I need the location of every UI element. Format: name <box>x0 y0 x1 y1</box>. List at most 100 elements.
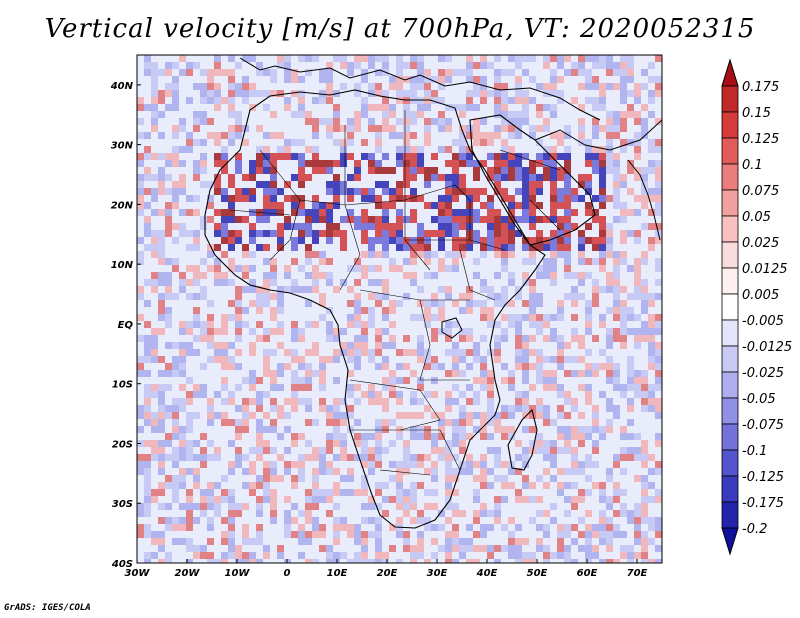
field-cell <box>410 90 417 97</box>
field-cell <box>424 496 431 503</box>
field-cell <box>256 342 263 349</box>
field-cell <box>620 55 627 62</box>
field-cell <box>452 251 459 258</box>
field-cell <box>277 118 284 125</box>
field-cell <box>333 55 340 62</box>
field-cell <box>578 230 585 237</box>
field-cell <box>207 433 214 440</box>
field-cell <box>193 195 200 202</box>
field-cell <box>354 468 361 475</box>
field-cell <box>466 265 473 272</box>
field-cell <box>445 433 452 440</box>
field-cell <box>207 489 214 496</box>
field-cell <box>193 167 200 174</box>
field-cell <box>557 503 564 510</box>
field-cell <box>396 118 403 125</box>
field-cell <box>165 503 172 510</box>
field-cell <box>319 321 326 328</box>
field-cell <box>620 146 627 153</box>
field-cell <box>242 146 249 153</box>
field-cell <box>256 377 263 384</box>
field-cell <box>445 440 452 447</box>
field-cell <box>193 426 200 433</box>
field-cell <box>508 391 515 398</box>
field-cell <box>319 146 326 153</box>
field-cell <box>508 356 515 363</box>
field-cell <box>417 195 424 202</box>
field-cell <box>214 55 221 62</box>
field-cell <box>585 342 592 349</box>
field-cell <box>592 132 599 139</box>
field-cell <box>466 258 473 265</box>
field-cell <box>396 370 403 377</box>
field-cell <box>459 244 466 251</box>
field-cell <box>193 503 200 510</box>
field-cell <box>158 398 165 405</box>
field-cell <box>207 272 214 279</box>
field-cell <box>522 342 529 349</box>
field-cell <box>466 440 473 447</box>
field-cell <box>242 300 249 307</box>
field-cell <box>592 216 599 223</box>
field-cell <box>291 496 298 503</box>
field-cell <box>249 230 256 237</box>
field-cell <box>403 314 410 321</box>
field-cell <box>606 104 613 111</box>
field-cell <box>515 118 522 125</box>
field-cell <box>319 160 326 167</box>
field-cell <box>305 461 312 468</box>
field-cell <box>291 237 298 244</box>
field-cell <box>340 377 347 384</box>
field-cell <box>228 272 235 279</box>
field-cell <box>459 118 466 125</box>
field-cell <box>137 384 144 391</box>
field-cell <box>298 412 305 419</box>
field-cell <box>508 209 515 216</box>
field-cell <box>522 244 529 251</box>
field-cell <box>592 90 599 97</box>
field-cell <box>543 244 550 251</box>
field-cell <box>193 139 200 146</box>
field-cell <box>620 496 627 503</box>
field-cell <box>445 447 452 454</box>
field-cell <box>312 328 319 335</box>
field-cell <box>459 454 466 461</box>
field-cell <box>340 237 347 244</box>
field-cell <box>228 195 235 202</box>
field-cell <box>550 433 557 440</box>
field-cell <box>375 349 382 356</box>
field-cell <box>144 307 151 314</box>
field-cell <box>494 391 501 398</box>
field-cell <box>242 167 249 174</box>
field-cell <box>501 83 508 90</box>
field-cell <box>564 342 571 349</box>
field-cell <box>319 384 326 391</box>
field-cell <box>578 244 585 251</box>
field-cell <box>284 244 291 251</box>
field-cell <box>564 97 571 104</box>
field-cell <box>284 384 291 391</box>
field-cell <box>466 111 473 118</box>
field-cell <box>452 489 459 496</box>
field-cell <box>648 167 655 174</box>
field-cell <box>305 223 312 230</box>
field-cell <box>326 293 333 300</box>
field-cell <box>165 342 172 349</box>
field-cell <box>424 125 431 132</box>
field-cell <box>312 377 319 384</box>
field-cell <box>613 258 620 265</box>
field-cell <box>235 251 242 258</box>
field-cell <box>158 489 165 496</box>
field-cell <box>431 160 438 167</box>
field-cell <box>571 195 578 202</box>
field-cell <box>200 398 207 405</box>
field-cell <box>256 447 263 454</box>
field-cell <box>137 405 144 412</box>
field-cell <box>550 328 557 335</box>
field-cell <box>256 97 263 104</box>
field-cell <box>403 321 410 328</box>
field-cell <box>214 496 221 503</box>
field-cell <box>627 496 634 503</box>
field-cell <box>648 412 655 419</box>
field-cell <box>438 293 445 300</box>
